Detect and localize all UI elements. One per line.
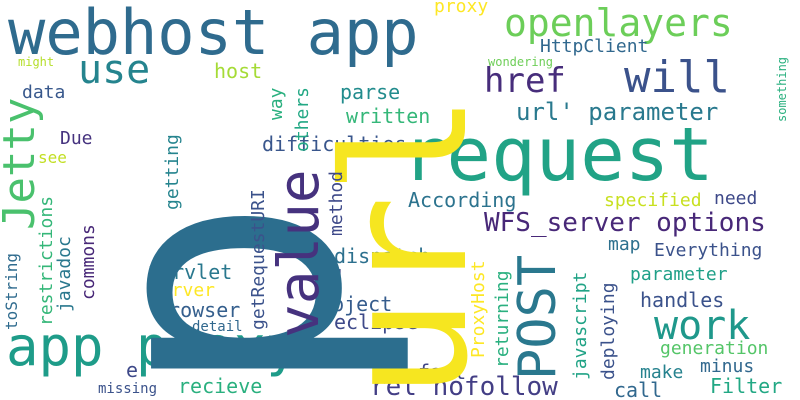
word-host: host [214,61,262,81]
word-javascript: javascript [572,272,590,380]
word-restrictions: restrictions [38,196,56,326]
word-call: call [614,380,662,400]
word-url: url [322,93,492,400]
word-need: need [714,190,757,208]
word-wfs-server-options: WFS_server options [484,210,766,236]
word-proxy: proxy [434,0,488,16]
word-proxyhost: ProxyHost [470,260,488,358]
word-way: way [268,87,286,120]
word-filter: Filter [710,376,782,396]
word-javadoc: javadoc [56,236,74,312]
word-others: others [294,87,312,152]
word-getting: getting [164,134,182,210]
word-might: might [18,56,54,68]
word-something: something [776,57,788,122]
word-map: map [608,236,641,254]
word-use: use [78,50,150,90]
word-commons: commons [80,224,98,300]
word-post: POST [512,255,564,380]
word-parameter: parameter [630,266,728,284]
word-returning: returning [494,270,512,368]
word-will: will [624,56,730,100]
word-getrequesturi: getRequestURI [250,189,268,330]
word-everything: Everything [654,242,762,260]
word-due: Due [60,130,93,148]
word-wondering: wondering [488,56,553,68]
word-webhost-app: webhost app [8,2,419,64]
word-deploying: deploying [600,282,618,380]
word-value: value [272,169,328,338]
word-tostring: toString [4,253,20,330]
word-method: method [328,171,346,236]
